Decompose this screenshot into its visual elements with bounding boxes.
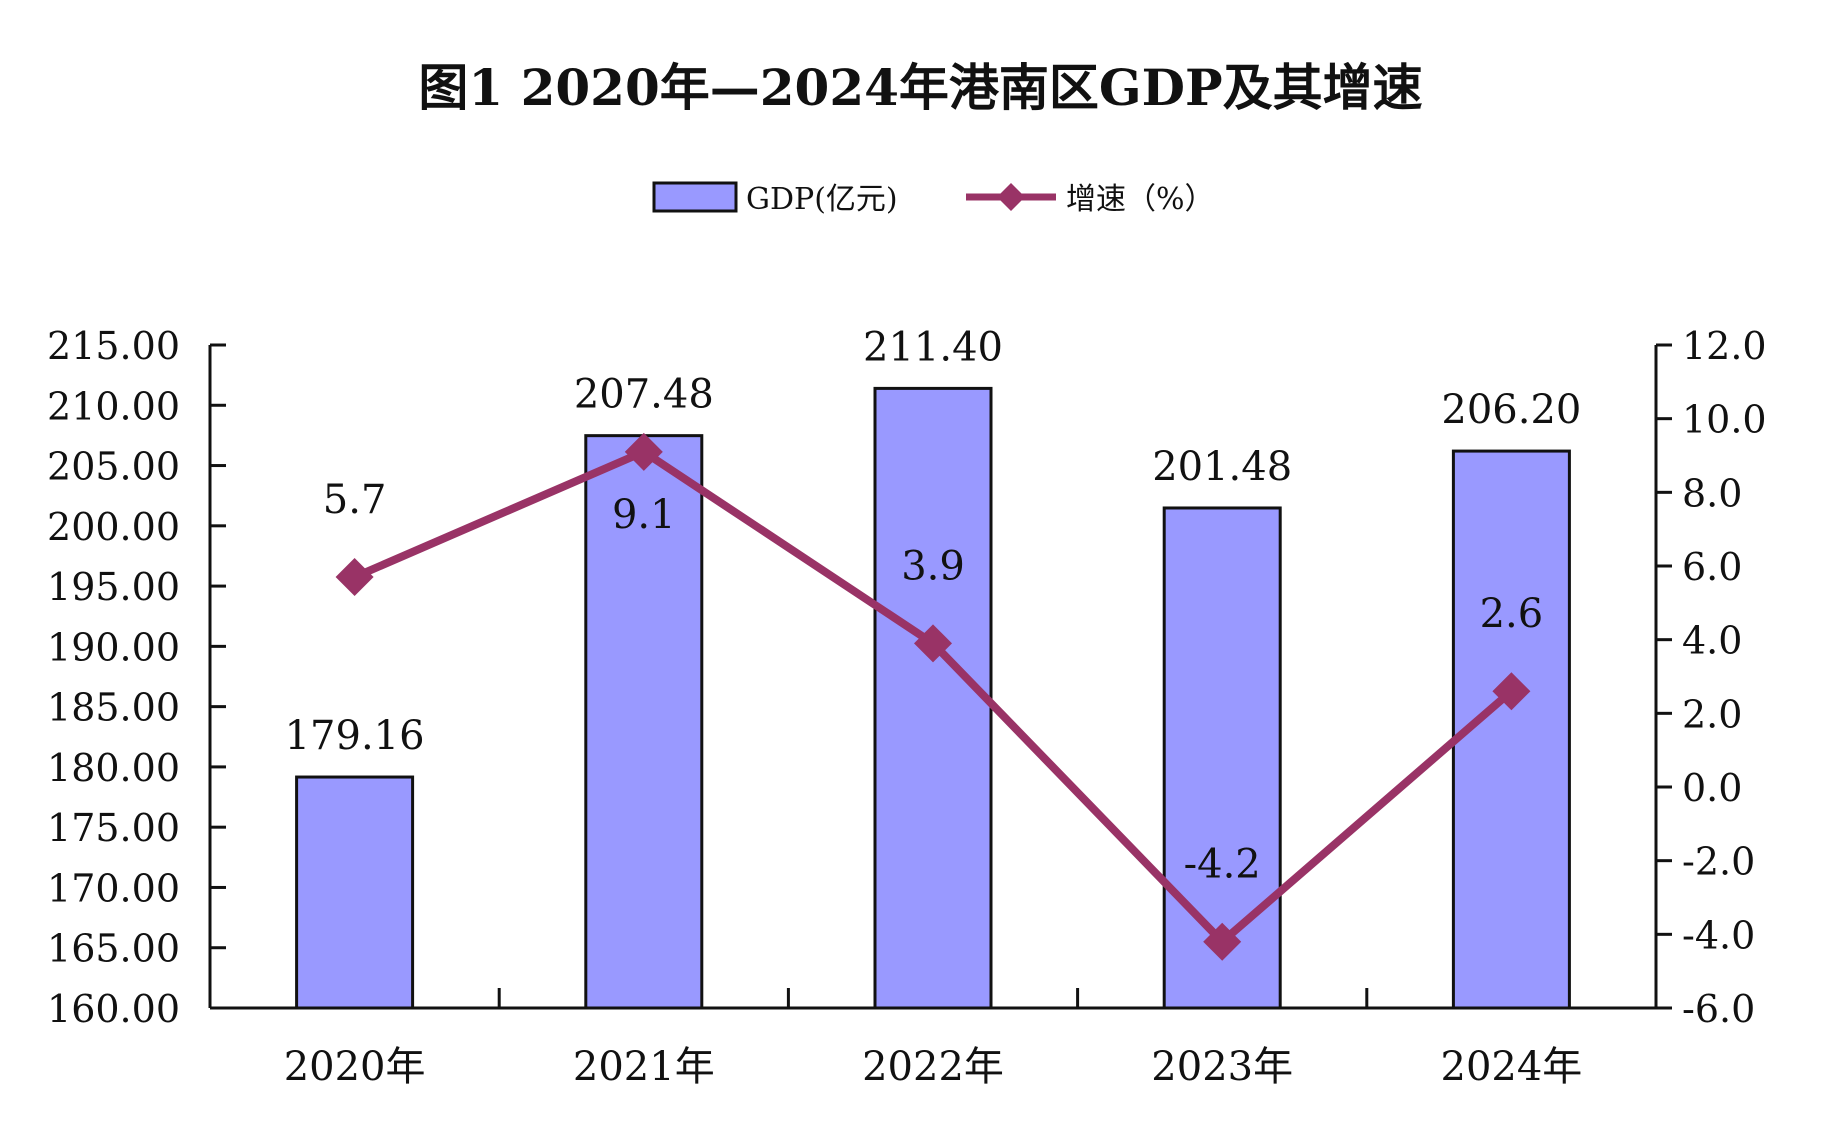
- x-tick-label: 2021年: [573, 1044, 715, 1090]
- point-growth-4: [1492, 672, 1531, 711]
- bar-gdp-0: [295, 775, 415, 1010]
- chart-title: 图1 2020年—2024年港南区GDP及其增速: [418, 58, 1423, 117]
- y-left-tick-label: 160.00: [47, 987, 180, 1031]
- bar-gdp-2: [873, 386, 993, 1010]
- bar-gdp-1: [584, 434, 704, 1010]
- x-tick-label: 2022年: [862, 1044, 1004, 1090]
- y-left-tick-label: 165.00: [47, 927, 180, 971]
- y-right-tick-label: 6.0: [1682, 545, 1742, 589]
- point-growth-0: [335, 558, 374, 597]
- y-left-tick-label: 210.00: [47, 384, 180, 428]
- y-right-tick-label: 8.0: [1682, 471, 1742, 515]
- y-right-tick-label: 0.0: [1682, 766, 1742, 810]
- y-left-tick-label: 175.00: [47, 806, 180, 850]
- bar-value-label: 211.40: [863, 324, 1003, 370]
- growth-value-label: 2.6: [1480, 591, 1544, 637]
- y-left-tick-label: 185.00: [47, 686, 180, 730]
- x-tick-label: 2024年: [1441, 1044, 1583, 1090]
- y-left-tick-label: 205.00: [47, 445, 180, 489]
- bar-value-label: 201.48: [1152, 444, 1292, 490]
- y-left-tick-label: 170.00: [47, 866, 180, 910]
- legend-swatch-gdp: [652, 181, 738, 213]
- y-left-tick-label: 200.00: [47, 505, 180, 549]
- y-right-tick-label: -4.0: [1682, 913, 1755, 957]
- growth-value-label: -4.2: [1184, 842, 1261, 888]
- y-left-tick-label: 190.00: [47, 625, 180, 669]
- legend-label-gdp: GDP(亿元): [746, 182, 898, 217]
- legend-marker-growth: [997, 183, 1025, 211]
- point-growth-2: [914, 624, 952, 663]
- y-left-tick-label: 180.00: [47, 746, 180, 790]
- x-tick-label: 2020年: [284, 1044, 426, 1090]
- y-right-tick-label: 12.0: [1682, 324, 1767, 368]
- growth-value-label: 3.9: [901, 543, 965, 589]
- y-right-tick-label: 4.0: [1682, 619, 1742, 663]
- growth-value-label: 5.7: [323, 477, 387, 523]
- point-growth-1: [624, 432, 663, 471]
- y-left-tick-label: 195.00: [47, 565, 180, 609]
- bar-value-label: 207.48: [574, 372, 714, 418]
- y-right-tick-label: 2.0: [1682, 692, 1742, 736]
- y-right-tick-label: -6.0: [1682, 987, 1755, 1031]
- growth-value-label: 9.1: [612, 492, 676, 538]
- bar-value-label: 206.20: [1441, 387, 1581, 433]
- y-right-tick-label: -2.0: [1682, 840, 1755, 884]
- point-growth-3: [1203, 922, 1242, 961]
- legend-label-growth: 增速（%）: [1066, 182, 1215, 217]
- x-tick-label: 2023年: [1151, 1044, 1293, 1090]
- bar-value-label: 179.16: [285, 713, 425, 759]
- y-left-tick-label: 215.00: [47, 324, 180, 368]
- y-right-tick-label: 10.0: [1682, 398, 1767, 442]
